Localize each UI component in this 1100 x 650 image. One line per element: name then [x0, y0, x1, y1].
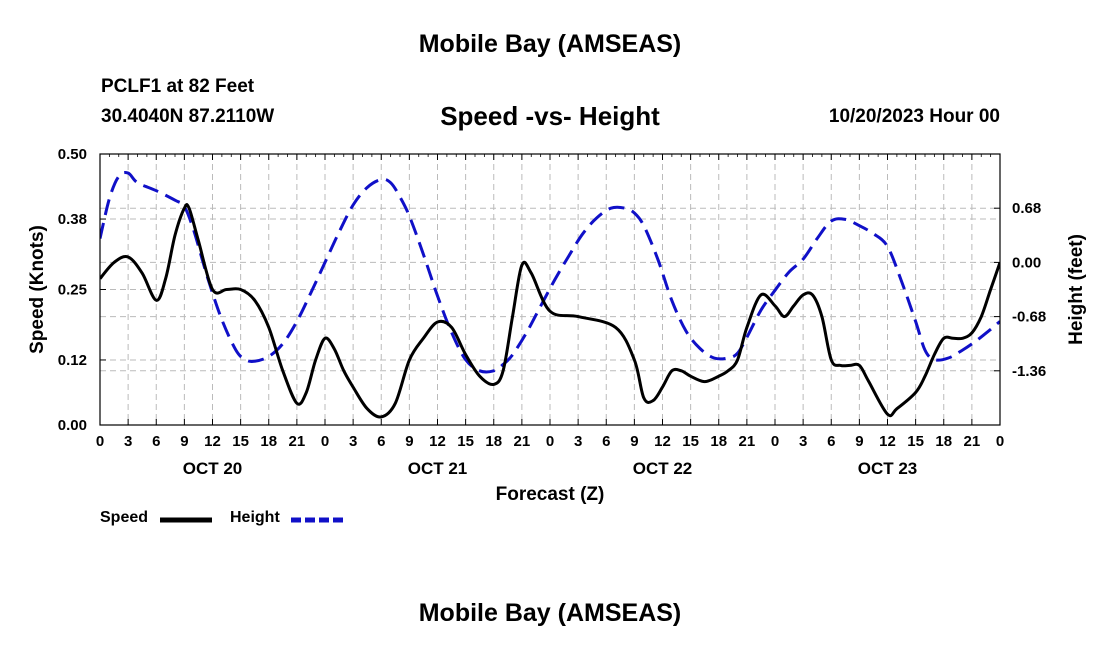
- x-tick-label: 12: [654, 433, 671, 450]
- x-tick-label: 9: [630, 433, 638, 450]
- x-tick-label: 18: [935, 433, 952, 450]
- x-tick-label: 3: [124, 433, 132, 450]
- x-tick-label: 3: [574, 433, 582, 450]
- x-tick-label: 3: [799, 433, 807, 450]
- x-tick-label: 21: [514, 433, 531, 450]
- y-right-tick-label: -0.68: [1012, 309, 1046, 326]
- x-tick-label: 6: [827, 433, 835, 450]
- legend-height-label: Height: [230, 509, 280, 526]
- x-tick-label: 0: [96, 433, 104, 450]
- x-tick-label: 21: [289, 433, 306, 450]
- day-label: OCT 23: [858, 459, 918, 478]
- x-tick-label: 12: [879, 433, 896, 450]
- legend-speed-label: Speed: [100, 509, 149, 526]
- x-tick-label: 21: [739, 433, 756, 450]
- x-tick-label: 9: [855, 433, 863, 450]
- main-title: Mobile Bay (AMSEAS): [418, 30, 682, 58]
- x-tick-label: 0: [546, 433, 554, 450]
- grid: [100, 154, 1000, 425]
- x-tick-label: 3: [349, 433, 357, 450]
- x-tick-label: 6: [377, 433, 385, 450]
- x-tick-label: 15: [232, 433, 249, 450]
- station-label: PCLF1 at 82 Feet: [101, 76, 255, 97]
- y-left-tick-label: 0.50: [58, 146, 87, 163]
- speed-series-line: [100, 202, 1000, 419]
- x-axis-title: Forecast (Z): [496, 484, 605, 505]
- x-tick-label: 12: [204, 433, 221, 450]
- x-tick-label: 6: [152, 433, 160, 450]
- x-tick-label: 0: [321, 433, 329, 450]
- x-tick-label: 0: [996, 433, 1004, 450]
- day-label: OCT 21: [408, 459, 468, 478]
- x-tick-label: 0: [771, 433, 779, 450]
- x-tick-label: 18: [485, 433, 502, 450]
- y-left-tick-label: 0.25: [58, 282, 87, 299]
- y-right-axis-title: Height (feet): [1066, 234, 1087, 345]
- y-left-axis-title: Speed (Knots): [27, 225, 48, 354]
- x-tick-label: 15: [907, 433, 924, 450]
- x-tick-label: 18: [260, 433, 277, 450]
- y-left-tick-label: 0.12: [58, 352, 87, 369]
- bottom-title: Mobile Bay (AMSEAS): [418, 599, 682, 627]
- x-tick-label: 6: [602, 433, 610, 450]
- x-tick-label: 15: [457, 433, 474, 450]
- y-left-tick-label: 0.00: [58, 417, 87, 434]
- x-tick-label: 15: [682, 433, 699, 450]
- day-label: OCT 20: [183, 459, 243, 478]
- x-tick-label: 9: [180, 433, 188, 450]
- y-right-tick-label: 0.68: [1012, 200, 1041, 217]
- coordinates-label: 30.4040N 87.2110W: [101, 106, 275, 127]
- chart-subtitle: Speed -vs- Height: [440, 101, 660, 131]
- run-time-label: 10/20/2023 Hour 00: [828, 106, 1000, 127]
- x-tick-label: 21: [964, 433, 981, 450]
- y-left-tick-label: 0.38: [58, 211, 87, 228]
- axes: 0 3 6 9 12 15 18 21 0 3 6 9 12 15 18 21 0 3 6 9 12 15 18 21 0 3 6 9…: [27, 146, 1087, 505]
- y-right-tick-label: -1.36: [1012, 363, 1046, 380]
- day-label: OCT 22: [633, 459, 693, 478]
- x-tick-label: 12: [429, 433, 446, 450]
- series-layer: [100, 171, 1000, 419]
- y-right-tick-label: 0.00: [1012, 254, 1041, 271]
- x-tick-label: 18: [710, 433, 727, 450]
- height-series-line: [100, 171, 1000, 374]
- x-tick-label: 9: [405, 433, 413, 450]
